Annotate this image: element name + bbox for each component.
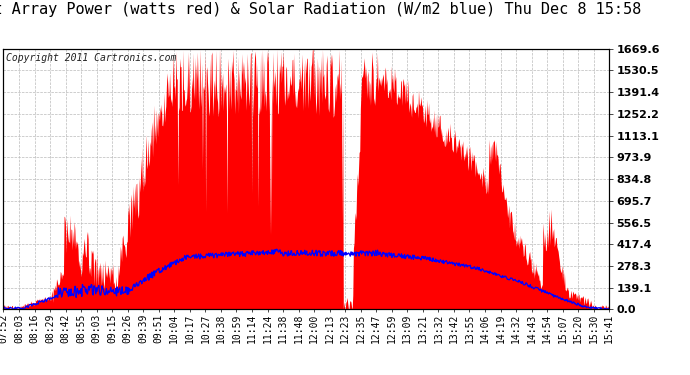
Text: Copyright 2011 Cartronics.com: Copyright 2011 Cartronics.com xyxy=(6,53,177,63)
Text: East Array Power (watts red) & Solar Radiation (W/m2 blue) Thu Dec 8 15:58: East Array Power (watts red) & Solar Rad… xyxy=(0,2,641,17)
